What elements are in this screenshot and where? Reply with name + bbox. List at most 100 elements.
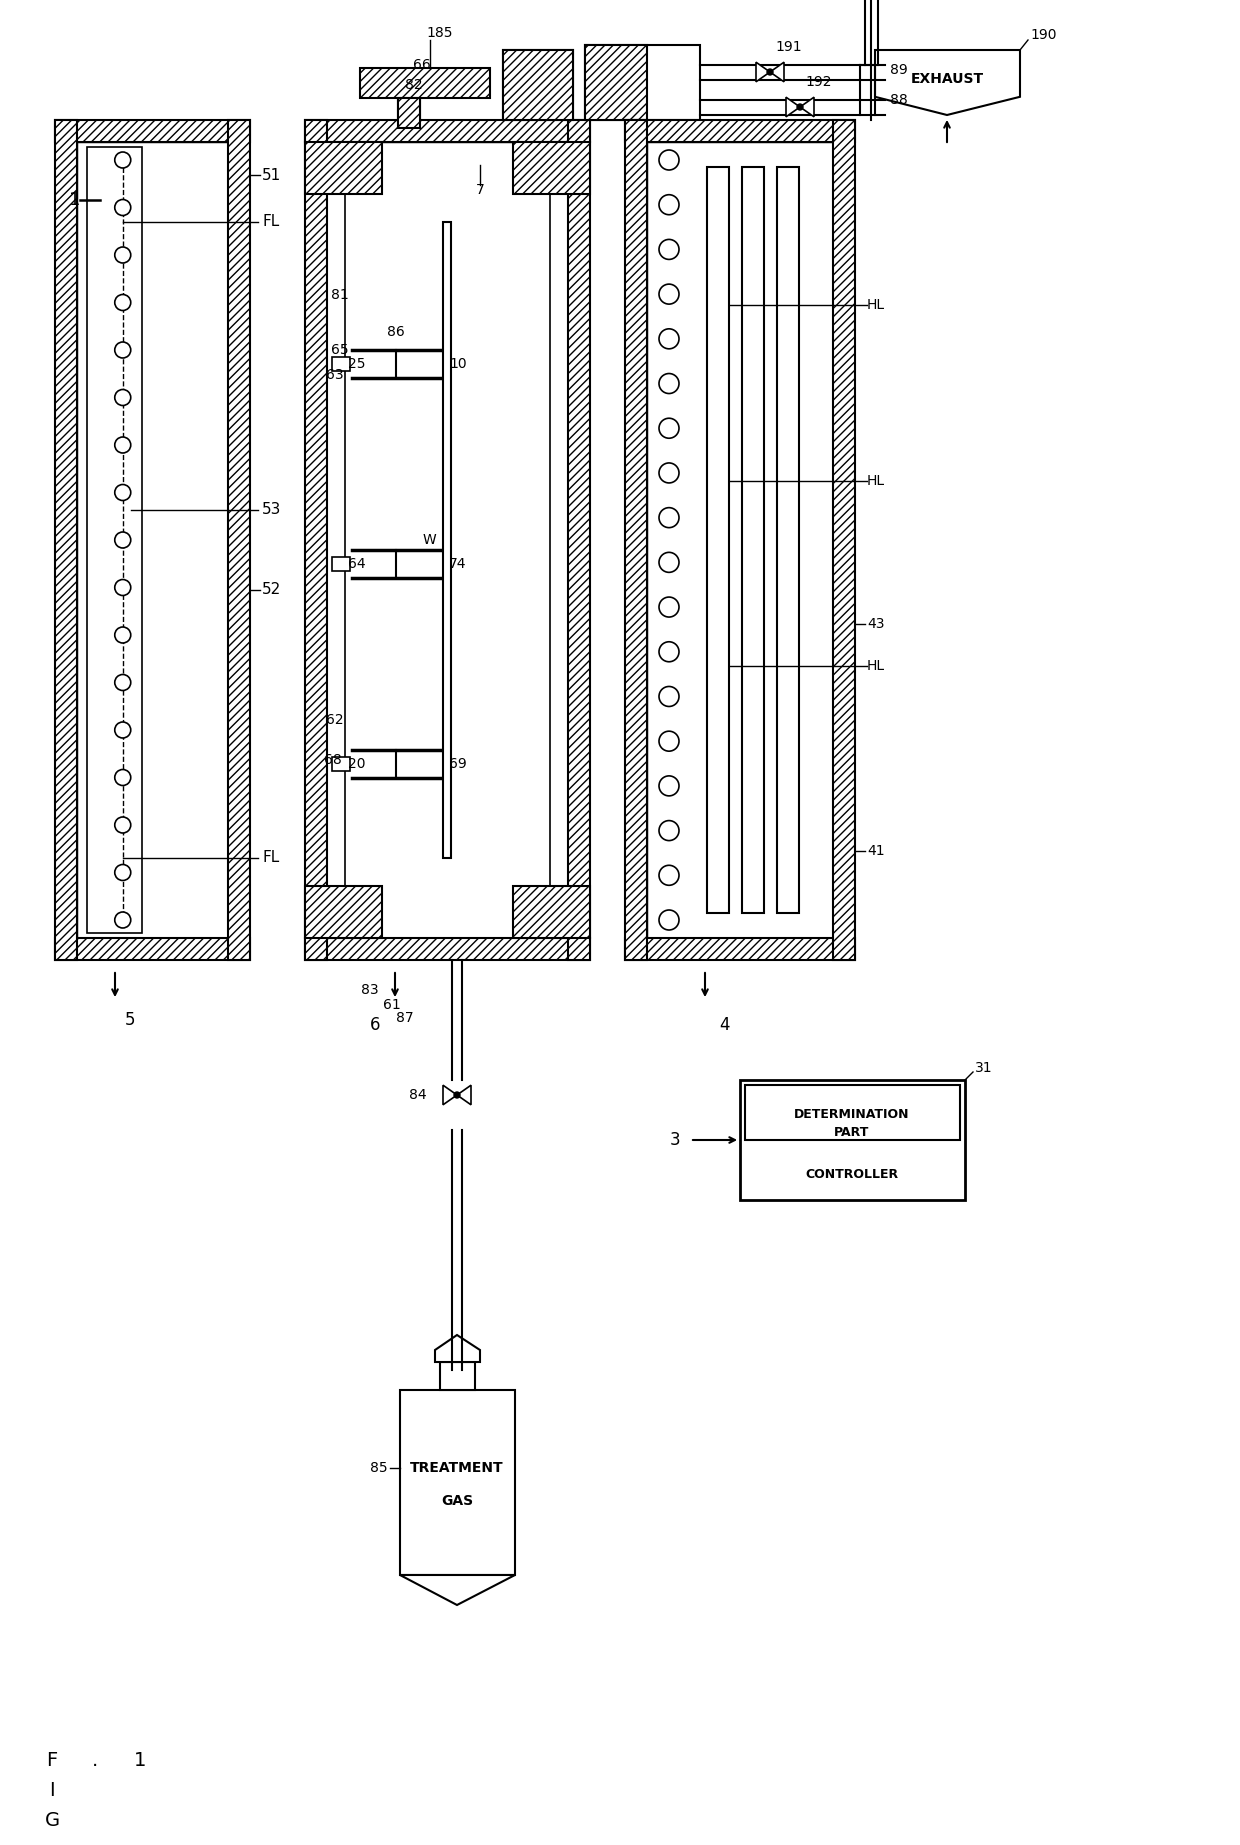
Bar [625,120,647,959]
Text: W: W [422,533,436,546]
Circle shape [797,103,804,111]
Text: CONTROLLER: CONTROLLER [806,1168,899,1181]
Bar [513,886,590,937]
Bar [551,172,568,908]
Text: 69: 69 [449,756,466,771]
Text: FL: FL [262,851,279,865]
Text: 6: 6 [370,1017,381,1033]
Text: HL: HL [867,659,885,673]
Circle shape [658,777,680,795]
Text: 25: 25 [348,356,366,371]
Text: 62: 62 [326,712,343,727]
Bar [833,120,856,959]
Bar [625,120,856,142]
Bar [742,168,764,913]
Text: 86: 86 [387,325,405,339]
Text: DETERMINATION: DETERMINATION [795,1109,910,1122]
Text: 64: 64 [348,557,366,570]
Circle shape [658,731,680,751]
Circle shape [658,463,680,483]
Circle shape [115,817,130,832]
Text: 52: 52 [262,583,281,598]
Circle shape [115,531,130,548]
Circle shape [115,151,130,168]
Polygon shape [401,1576,515,1605]
Text: 87: 87 [397,1011,414,1026]
Text: 84: 84 [409,1089,427,1101]
Text: .: . [92,1751,98,1769]
Bar [228,120,250,959]
Bar [398,98,420,127]
Circle shape [658,865,680,886]
Bar [516,61,556,111]
Bar [440,1362,475,1389]
Circle shape [115,199,130,216]
Bar [332,356,350,371]
Circle shape [115,389,130,406]
Bar [777,168,799,913]
Bar [305,937,590,959]
Bar [305,886,382,937]
Text: 190: 190 [1030,28,1056,42]
Circle shape [658,419,680,439]
Circle shape [658,821,680,841]
Text: G: G [45,1810,60,1830]
Circle shape [658,149,680,170]
Circle shape [115,675,130,690]
Text: FL: FL [262,214,279,229]
Text: 81: 81 [331,288,348,303]
Polygon shape [443,1085,458,1105]
Text: EXHAUST: EXHAUST [910,72,983,87]
Circle shape [115,721,130,738]
Bar [568,120,590,959]
Text: 85: 85 [371,1461,388,1474]
Text: TREATMENT: TREATMENT [410,1461,503,1474]
Circle shape [115,485,130,500]
Text: HL: HL [867,474,885,489]
Text: 63: 63 [326,367,343,382]
Text: 31: 31 [975,1061,993,1076]
Bar [305,120,327,959]
Text: I: I [50,1780,55,1799]
Text: GAS: GAS [441,1494,474,1507]
Polygon shape [756,63,770,81]
Bar [305,120,590,142]
Text: 3: 3 [670,1131,680,1149]
Text: 74: 74 [449,557,466,570]
Bar [625,937,856,959]
Text: 88: 88 [890,92,908,107]
Bar [332,557,350,570]
Bar [77,142,228,937]
Circle shape [115,247,130,264]
Text: 68: 68 [324,753,342,768]
Text: F: F [46,1751,57,1769]
Circle shape [658,910,680,930]
Polygon shape [786,98,800,116]
Circle shape [658,196,680,214]
Circle shape [115,579,130,596]
Polygon shape [800,98,813,116]
Circle shape [454,1092,460,1098]
Circle shape [658,373,680,393]
Circle shape [658,642,680,662]
Text: 65: 65 [331,343,348,356]
Text: PART: PART [835,1125,869,1138]
Text: 185: 185 [427,26,454,41]
Text: 41: 41 [867,843,884,858]
Bar [327,172,345,908]
Circle shape [658,686,680,707]
Circle shape [115,769,130,786]
Bar [305,142,382,194]
Bar [55,937,250,959]
Text: 89: 89 [890,63,908,77]
Bar [745,1085,960,1140]
Text: 82: 82 [405,77,423,92]
Bar [327,142,568,937]
Text: HL: HL [867,297,885,312]
Text: 51: 51 [262,168,281,183]
Text: 1: 1 [69,192,81,208]
Bar [647,142,833,937]
Text: 1: 1 [134,1751,146,1769]
Text: 10: 10 [449,356,466,371]
Text: 7: 7 [476,183,485,197]
